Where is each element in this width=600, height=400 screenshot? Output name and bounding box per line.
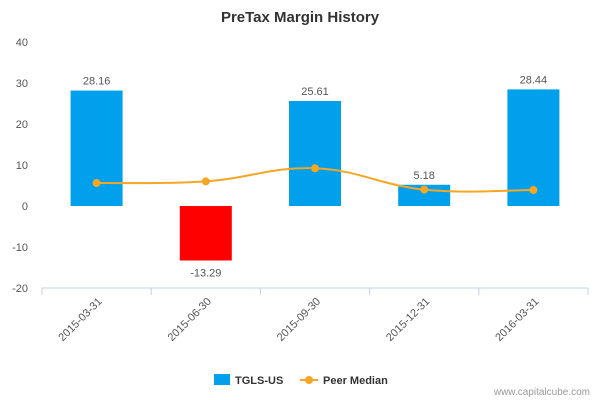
y-tick-label: 0: [22, 201, 28, 213]
chart-title: PreTax Margin History: [221, 9, 380, 26]
y-tick-label: 30: [16, 78, 28, 90]
y-axis: 40 30 20 10 0 -10 -20: [12, 37, 28, 295]
x-axis: 2015-03-31 2015-06-30 2015-09-30 2015-12-31…: [41, 287, 589, 344]
bar-2015-09-30: [289, 100, 341, 206]
legend-label-peer-median: Peer Median: [323, 375, 388, 387]
legend-swatch-tglsus: [214, 374, 230, 385]
peer-median-point-2016-03-31: [529, 186, 538, 195]
peer-median-point-2015-12-31: [420, 185, 429, 194]
y-tick-label: 20: [16, 119, 28, 131]
data-label-2015-03-31: 28.16: [83, 76, 111, 88]
data-label-2016-03-31: 28.44: [520, 74, 548, 86]
x-tick-label: 2015-09-30: [275, 296, 323, 344]
peer-median-point-2015-06-30: [201, 177, 210, 186]
legend: TGLS-US Peer Median: [214, 374, 388, 387]
x-tick-label: 2015-06-30: [166, 296, 214, 344]
credit-text: www.capitalcube.com: [493, 387, 590, 398]
bar-series: [70, 89, 560, 261]
data-labels: 28.16 -13.29 25.61 5.18 28.44: [83, 74, 547, 279]
legend-marker-peer-median: [305, 376, 313, 384]
y-tick-label: 10: [16, 160, 28, 172]
bar-2015-06-30: [179, 206, 232, 261]
bar-2015-03-31: [70, 90, 123, 206]
y-tick-label: -10: [12, 242, 28, 254]
data-label-2015-12-31: 5.18: [413, 170, 434, 182]
peer-median-series: [92, 164, 538, 195]
x-tick-label: 2015-12-31: [384, 296, 432, 344]
legend-label-tglsus: TGLS-US: [235, 375, 283, 387]
data-label-2015-06-30: -13.29: [190, 267, 221, 279]
x-tick-label: 2016-03-31: [493, 296, 541, 344]
y-tick-label: 40: [16, 37, 28, 49]
x-tick-label: 2015-03-31: [56, 296, 104, 344]
data-label-2015-09-30: 25.61: [301, 86, 329, 98]
peer-median-point-2015-03-31: [92, 179, 101, 188]
y-tick-label: -20: [12, 283, 28, 295]
peer-median-point-2015-09-30: [311, 164, 319, 173]
